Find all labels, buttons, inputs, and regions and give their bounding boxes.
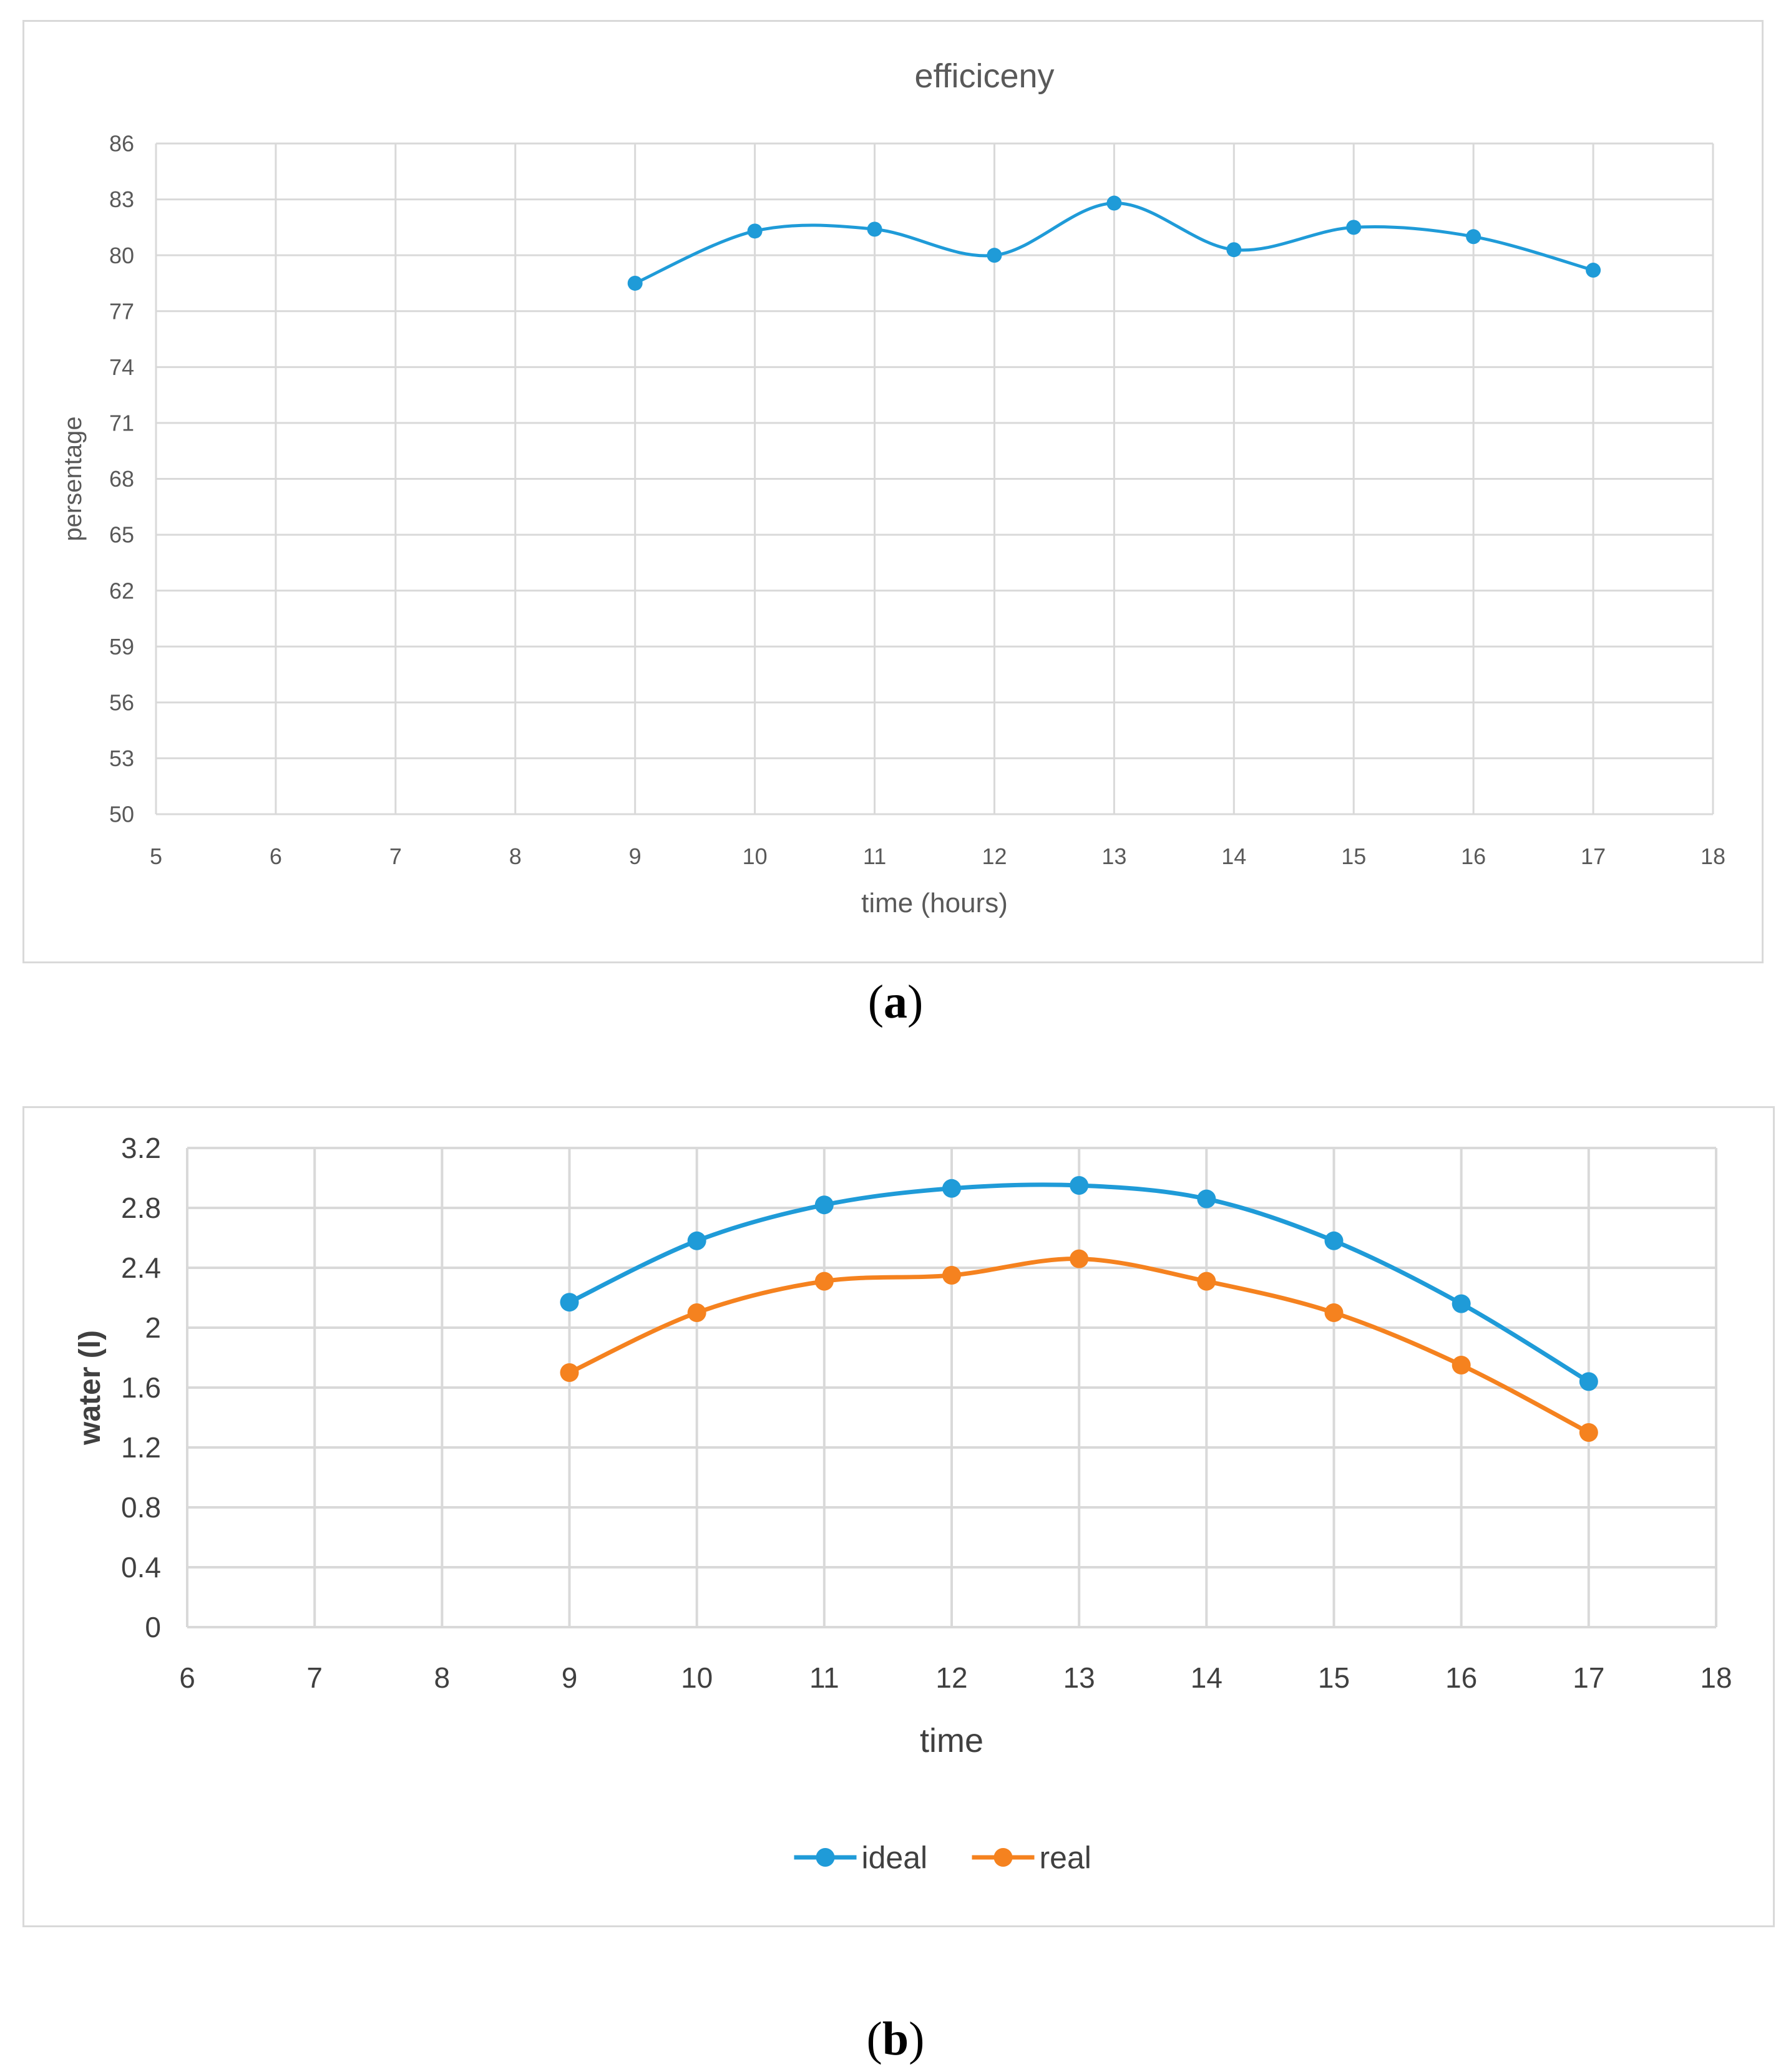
chart-a-xtick-label-9: 14 xyxy=(1221,844,1246,869)
chart-a-ytick-label-12: 86 xyxy=(109,131,134,157)
chart-b-point-real-15 xyxy=(1324,1303,1344,1322)
chart-b-point-ideal-10 xyxy=(687,1231,706,1250)
chart-a-ytick-label-0: 50 xyxy=(109,802,134,827)
chart-a-xtick-label-0: 5 xyxy=(150,844,162,869)
chart-a-xtick-label-5: 10 xyxy=(743,844,768,869)
chart-a-xtick-label-1: 6 xyxy=(270,844,282,869)
chart-b-ytick-label-5: 2 xyxy=(145,1311,161,1344)
chart-a-ytick-label-5: 65 xyxy=(109,522,134,548)
caption-b-open: ( xyxy=(866,2013,882,2065)
chart-a-xtick-label-12: 17 xyxy=(1581,844,1606,869)
chart-b-ytick-label-0: 0 xyxy=(145,1611,161,1643)
chart-b-ytick-label-8: 3.2 xyxy=(121,1132,161,1164)
chart-b-ytick-label-1: 0.4 xyxy=(121,1551,161,1583)
chart-b-xtick-label-5: 11 xyxy=(809,1661,839,1694)
chart-b-xtick-label-9: 15 xyxy=(1318,1661,1350,1694)
chart-a-xtick-label-10: 15 xyxy=(1341,844,1366,869)
caption-b: (b) xyxy=(0,2012,1791,2066)
chart-a-xtick-label-4: 9 xyxy=(629,844,642,869)
chart-a-title: efficiceny xyxy=(914,57,1054,95)
chart-a-ytick-label-1: 53 xyxy=(109,746,134,771)
chart-b-point-ideal-17 xyxy=(1579,1372,1598,1391)
chart-b-x-axis-label: time xyxy=(920,1722,983,1759)
chart-b-xtick-label-11: 17 xyxy=(1573,1661,1604,1694)
chart-b: 6 7 8 9 10 11 12 13 14 15 16 17 18 0 0.4 0.8 1.2 1.6 2 2.4 2… xyxy=(74,1132,1732,1875)
chart-b-point-ideal-9 xyxy=(560,1293,579,1312)
chart-b-xtick-label-4: 10 xyxy=(681,1661,713,1694)
chart-b-ytick-label-4: 1.6 xyxy=(121,1371,161,1404)
chart-b-xtick-label-3: 9 xyxy=(562,1661,578,1694)
chart-a-point-efficiceny-13 xyxy=(1106,195,1122,211)
chart-b-point-ideal-16 xyxy=(1452,1294,1471,1313)
chart-b-legend-label-ideal: ideal xyxy=(862,1841,928,1875)
chart-b-point-ideal-12 xyxy=(942,1179,961,1198)
chart-b-point-real-13 xyxy=(1070,1249,1089,1268)
chart-a-xtick-label-2: 7 xyxy=(389,844,402,869)
caption-a-close: ) xyxy=(907,976,924,1028)
chart-a-xtick-label-6: 11 xyxy=(863,844,886,869)
chart-b-ytick-label-2: 0.8 xyxy=(121,1491,161,1524)
caption-a-letter: a xyxy=(884,976,907,1028)
chart-a-point-efficiceny-9 xyxy=(627,275,643,291)
chart-b-xtick-label-0: 6 xyxy=(179,1661,195,1694)
chart-b-point-ideal-14 xyxy=(1197,1189,1216,1209)
chart-a-ytick-label-11: 83 xyxy=(109,187,134,212)
chart-b-point-real-10 xyxy=(687,1303,706,1322)
chart-a-ytick-label-4: 62 xyxy=(109,578,134,603)
chart-a-xtick-label-13: 18 xyxy=(1701,844,1725,869)
chart-a-xtick-label-8: 13 xyxy=(1101,844,1126,869)
chart-b-xtick-label-7: 13 xyxy=(1063,1661,1095,1694)
chart-b-xtick-label-10: 16 xyxy=(1445,1661,1477,1694)
chart-b-xtick-label-2: 8 xyxy=(434,1661,451,1694)
chart-b-legend-marker-ideal xyxy=(816,1848,835,1867)
chart-a: 5 6 7 8 9 10 11 12 13 14 15 16 17 1850535659626568717… xyxy=(59,57,1725,918)
chart-a-ytick-label-8: 74 xyxy=(109,354,134,380)
chart-b-xtick-label-12: 18 xyxy=(1700,1661,1732,1694)
chart-a-point-efficiceny-15 xyxy=(1346,220,1362,235)
chart-a-point-efficiceny-14 xyxy=(1226,242,1242,258)
chart-a-ytick-label-6: 68 xyxy=(109,466,134,492)
chart-a-ytick-label-10: 80 xyxy=(109,243,134,268)
chart-b-y-axis-label: water (l) xyxy=(74,1330,107,1446)
chart-b-ytick-label-7: 2.8 xyxy=(121,1192,161,1224)
chart-a-xtick-label-11: 16 xyxy=(1461,844,1486,869)
chart-b-point-ideal-15 xyxy=(1324,1231,1344,1250)
chart-b-point-real-16 xyxy=(1452,1356,1471,1374)
chart-a-y-axis-label: persentage xyxy=(59,416,87,541)
chart-a-ytick-label-9: 77 xyxy=(109,298,134,324)
chart-a-ytick-label-2: 56 xyxy=(109,689,134,715)
caption-a-open: ( xyxy=(867,976,884,1028)
chart-b-point-real-14 xyxy=(1197,1272,1216,1291)
chart-b-legend-marker-real xyxy=(993,1848,1013,1867)
chart-a-x-axis-label: time (hours) xyxy=(861,888,1008,918)
chart-b-point-ideal-11 xyxy=(814,1195,834,1215)
chart-a-point-efficiceny-16 xyxy=(1466,229,1481,245)
chart-a-xtick-label-7: 12 xyxy=(982,844,1007,869)
chart-a-ytick-label-3: 59 xyxy=(109,634,134,659)
caption-a: (a) xyxy=(0,975,1791,1029)
chart-a-point-efficiceny-10 xyxy=(747,223,763,239)
chart-a-point-efficiceny-17 xyxy=(1586,263,1601,278)
chart-b-xtick-label-1: 7 xyxy=(306,1661,323,1694)
chart-b-ytick-label-6: 2.4 xyxy=(121,1252,161,1284)
chart-b-xtick-label-6: 12 xyxy=(935,1661,967,1694)
chart-b-point-real-11 xyxy=(814,1272,834,1291)
chart-b-point-ideal-13 xyxy=(1070,1176,1089,1195)
chart-a-xtick-label-3: 8 xyxy=(509,844,522,869)
caption-b-letter: b xyxy=(882,2013,909,2065)
chart-a-point-efficiceny-11 xyxy=(867,221,882,237)
chart-b-xtick-label-8: 14 xyxy=(1191,1661,1222,1694)
chart-b-point-real-12 xyxy=(942,1266,961,1285)
caption-b-close: ) xyxy=(909,2013,925,2065)
chart-a-point-efficiceny-12 xyxy=(987,248,1002,263)
chart-a-ytick-label-7: 71 xyxy=(109,411,134,436)
chart-b-ytick-label-3: 1.2 xyxy=(121,1431,161,1464)
chart-b-point-real-9 xyxy=(560,1363,579,1382)
chart-b-point-real-17 xyxy=(1579,1423,1598,1442)
chart-b-legend-label-real: real xyxy=(1040,1841,1091,1875)
